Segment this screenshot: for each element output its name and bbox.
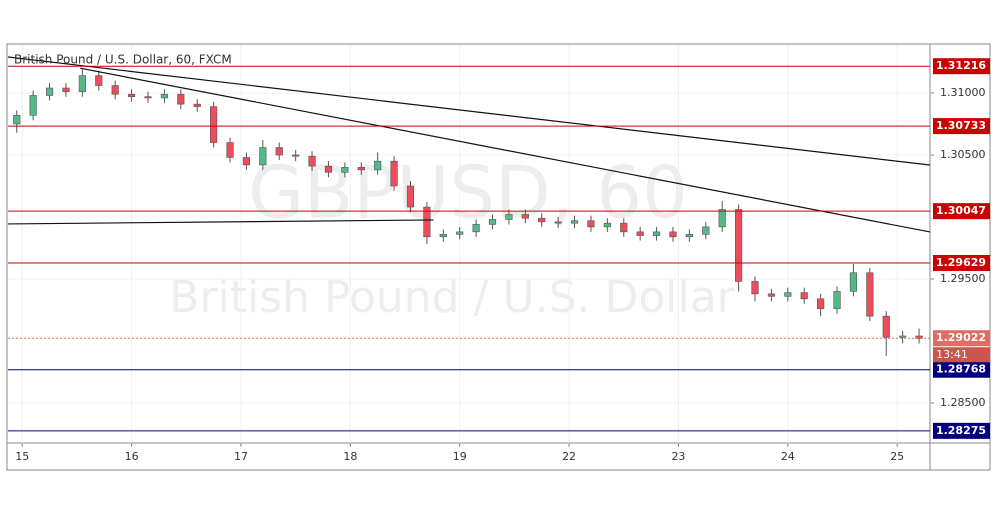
x-tick-label: 25 [890, 450, 904, 463]
candle-body [505, 214, 513, 220]
x-tick-label: 23 [671, 450, 685, 463]
candle-body [620, 222, 628, 233]
candle-body [29, 95, 37, 116]
candle-body [866, 272, 874, 317]
level-label-box [933, 118, 990, 135]
candle-body [817, 298, 825, 310]
candle-body [144, 96, 152, 99]
candle-body [751, 281, 759, 295]
level-label-box [933, 361, 990, 378]
candle-body [292, 154, 300, 157]
candle-body [439, 234, 447, 238]
chart-frame [6, 43, 991, 471]
candle-body [800, 292, 808, 300]
candle-body [62, 87, 70, 93]
candle-body [406, 185, 415, 208]
countdown-box [933, 347, 990, 363]
candle-body [177, 93, 185, 105]
candle-body [242, 157, 251, 166]
level-label: 1.31216 [936, 59, 986, 72]
candle-body [341, 167, 349, 173]
candle-body [78, 75, 86, 93]
y-tick-label: 1.28500 [940, 396, 986, 409]
chart-title: British Pound / U.S. Dollar, 60, FXCM [14, 53, 232, 67]
candle-body [735, 209, 743, 282]
level-label-box [933, 422, 990, 439]
candle-body [160, 93, 168, 99]
candle-body [685, 234, 693, 238]
trend-line [7, 219, 434, 225]
candle-body [603, 222, 611, 228]
x-tick-label: 24 [781, 450, 795, 463]
level-label: 1.30733 [936, 119, 986, 132]
candle-body [570, 220, 579, 224]
candle-body [554, 221, 562, 224]
candle-body [111, 85, 119, 95]
candle-body [456, 231, 464, 235]
candle-body [128, 93, 136, 98]
trend-line [80, 67, 931, 233]
candle-body [472, 224, 480, 233]
x-tick-label: 15 [15, 450, 29, 463]
candle-body [308, 155, 316, 167]
level-label: 1.28768 [936, 363, 986, 376]
x-tick-label: 18 [343, 450, 357, 463]
candle-body [652, 231, 661, 236]
candle-body [13, 115, 21, 125]
level-label: 1.30047 [936, 204, 986, 217]
candle-body [357, 167, 365, 171]
level-label-box [933, 254, 990, 271]
y-tick-label: 1.30500 [940, 148, 986, 161]
y-tick-label: 1.31000 [940, 86, 986, 99]
trend-line [7, 56, 931, 166]
candle-body [669, 231, 677, 238]
candle-body [193, 103, 201, 107]
y-tick-label: 1.29500 [940, 272, 986, 285]
candle-body [767, 293, 775, 297]
candle-body [324, 165, 333, 173]
watermark-subtitle: British Pound / U.S. Dollar [169, 272, 735, 323]
candle-body [374, 160, 382, 171]
candle-body [45, 87, 54, 96]
x-tick-label: 22 [562, 450, 576, 463]
candle-body [538, 217, 546, 223]
candle-body [587, 220, 595, 228]
candle-body [784, 292, 792, 297]
candle-body [718, 209, 726, 228]
candle-body [636, 231, 644, 236]
candle-body [210, 106, 218, 143]
candle-body [259, 147, 267, 166]
countdown-label: 13:41 [936, 348, 968, 361]
current-price-box [933, 330, 990, 347]
candle-body [521, 214, 529, 219]
candle-body [226, 142, 234, 158]
level-label-box [933, 203, 990, 220]
candle-body [849, 272, 858, 292]
x-tick-label: 16 [125, 450, 139, 463]
candle-body [702, 226, 710, 235]
candle-body [390, 160, 398, 187]
current-price-label: 1.29022 [936, 331, 986, 344]
candle-body [95, 75, 103, 86]
candle-body [915, 335, 923, 339]
level-label: 1.28275 [936, 424, 986, 437]
candle-body [833, 291, 841, 310]
candle-body [488, 219, 497, 225]
candle-body [275, 147, 283, 156]
x-tick-label: 17 [234, 450, 248, 463]
candle-body [882, 315, 890, 338]
level-label-box [933, 58, 990, 75]
candle-body [423, 206, 431, 238]
x-tick-label: 19 [453, 450, 467, 463]
level-label: 1.29629 [936, 256, 986, 269]
candle-body [899, 335, 907, 338]
